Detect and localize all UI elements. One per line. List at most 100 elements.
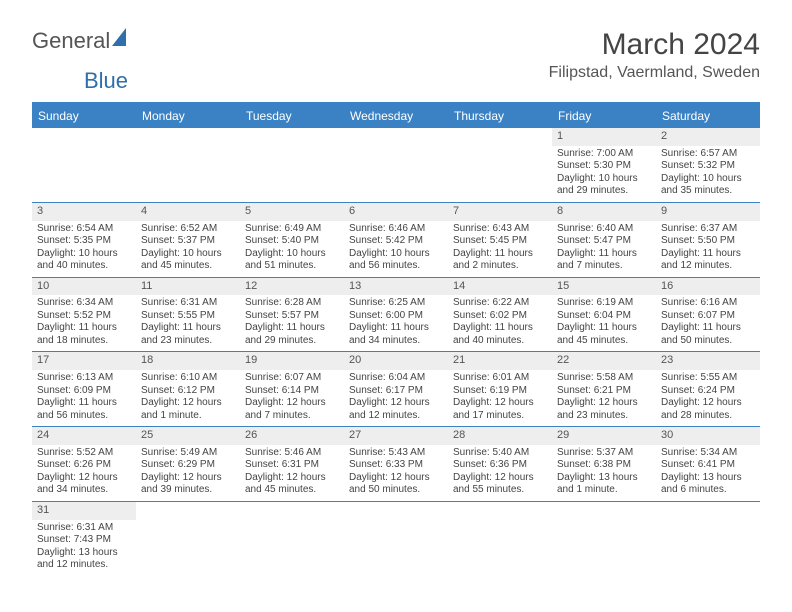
day-line: Sunrise: 6:01 AM <box>453 372 547 385</box>
day-line: Sunrise: 6:43 AM <box>453 223 547 236</box>
day-cell: 9Sunrise: 6:37 AMSunset: 5:50 PMDaylight… <box>656 203 760 277</box>
day-line: Daylight: 11 hours <box>453 322 547 335</box>
day-number: 4 <box>136 203 240 221</box>
day-body: Sunrise: 6:01 AMSunset: 6:19 PMDaylight:… <box>448 370 552 426</box>
day-cell: 14Sunrise: 6:22 AMSunset: 6:02 PMDayligh… <box>448 278 552 352</box>
day-line: Sunrise: 6:52 AM <box>141 223 235 236</box>
day-cell <box>552 502 656 576</box>
day-line: Daylight: 12 hours <box>141 397 235 410</box>
day-line: Daylight: 12 hours <box>245 397 339 410</box>
day-line: Daylight: 11 hours <box>661 248 755 261</box>
day-line: Daylight: 11 hours <box>245 322 339 335</box>
day-number: 27 <box>344 427 448 445</box>
day-line: Daylight: 10 hours <box>557 173 651 186</box>
day-line: and 56 minutes. <box>37 410 131 423</box>
week-row: 24Sunrise: 5:52 AMSunset: 6:26 PMDayligh… <box>32 427 760 502</box>
day-body: Sunrise: 6:31 AMSunset: 7:43 PMDaylight:… <box>32 520 136 576</box>
day-number: 25 <box>136 427 240 445</box>
day-line: Sunset: 5:42 PM <box>349 235 443 248</box>
day-line: Daylight: 12 hours <box>37 472 131 485</box>
day-line: Sunset: 5:37 PM <box>141 235 235 248</box>
day-cell: 7Sunrise: 6:43 AMSunset: 5:45 PMDaylight… <box>448 203 552 277</box>
day-body: Sunrise: 6:10 AMSunset: 6:12 PMDaylight:… <box>136 370 240 426</box>
day-body: Sunrise: 6:22 AMSunset: 6:02 PMDaylight:… <box>448 295 552 351</box>
day-line: and 29 minutes. <box>245 335 339 348</box>
day-cell: 4Sunrise: 6:52 AMSunset: 5:37 PMDaylight… <box>136 203 240 277</box>
day-cell: 28Sunrise: 5:40 AMSunset: 6:36 PMDayligh… <box>448 427 552 501</box>
day-line: Sunset: 6:09 PM <box>37 385 131 398</box>
day-number: 10 <box>32 278 136 296</box>
day-line: Sunrise: 6:31 AM <box>37 522 131 535</box>
day-line: Sunset: 5:55 PM <box>141 310 235 323</box>
day-number: 18 <box>136 352 240 370</box>
day-body: Sunrise: 6:16 AMSunset: 6:07 PMDaylight:… <box>656 295 760 351</box>
day-line: Sunset: 6:24 PM <box>661 385 755 398</box>
day-line: Daylight: 10 hours <box>349 248 443 261</box>
day-line: Sunrise: 5:37 AM <box>557 447 651 460</box>
dow-sun: Sunday <box>32 104 136 128</box>
day-line: Sunset: 5:45 PM <box>453 235 547 248</box>
day-line: Daylight: 12 hours <box>349 397 443 410</box>
day-line: Sunset: 6:07 PM <box>661 310 755 323</box>
day-number <box>240 502 344 520</box>
day-body: Sunrise: 5:46 AMSunset: 6:31 PMDaylight:… <box>240 445 344 501</box>
day-line: and 40 minutes. <box>453 335 547 348</box>
week-row: 1Sunrise: 7:00 AMSunset: 5:30 PMDaylight… <box>32 128 760 203</box>
day-body: Sunrise: 5:40 AMSunset: 6:36 PMDaylight:… <box>448 445 552 501</box>
day-line: Sunset: 7:43 PM <box>37 534 131 547</box>
day-line: and 23 minutes. <box>557 410 651 423</box>
day-number: 28 <box>448 427 552 445</box>
day-line: Sunset: 6:19 PM <box>453 385 547 398</box>
week-row: 31Sunrise: 6:31 AMSunset: 7:43 PMDayligh… <box>32 502 760 576</box>
day-line: Sunrise: 6:22 AM <box>453 297 547 310</box>
day-body: Sunrise: 6:04 AMSunset: 6:17 PMDaylight:… <box>344 370 448 426</box>
day-line: and 29 minutes. <box>557 185 651 198</box>
logo: General <box>32 28 126 54</box>
day-body: Sunrise: 6:13 AMSunset: 6:09 PMDaylight:… <box>32 370 136 426</box>
day-body: Sunrise: 6:52 AMSunset: 5:37 PMDaylight:… <box>136 221 240 277</box>
day-line: Daylight: 10 hours <box>141 248 235 261</box>
day-number: 7 <box>448 203 552 221</box>
day-line: and 39 minutes. <box>141 484 235 497</box>
day-body: Sunrise: 5:55 AMSunset: 6:24 PMDaylight:… <box>656 370 760 426</box>
day-cell <box>32 128 136 202</box>
day-line: Sunrise: 6:57 AM <box>661 148 755 161</box>
day-number <box>448 128 552 146</box>
day-body: Sunrise: 6:49 AMSunset: 5:40 PMDaylight:… <box>240 221 344 277</box>
day-body: Sunrise: 6:28 AMSunset: 5:57 PMDaylight:… <box>240 295 344 351</box>
day-body: Sunrise: 6:31 AMSunset: 5:55 PMDaylight:… <box>136 295 240 351</box>
day-line: Sunrise: 5:46 AM <box>245 447 339 460</box>
day-line: Sunrise: 6:04 AM <box>349 372 443 385</box>
day-line: and 12 minutes. <box>37 559 131 572</box>
day-number: 15 <box>552 278 656 296</box>
day-number: 16 <box>656 278 760 296</box>
day-line: and 45 minutes. <box>557 335 651 348</box>
day-number: 23 <box>656 352 760 370</box>
day-cell: 6Sunrise: 6:46 AMSunset: 5:42 PMDaylight… <box>344 203 448 277</box>
day-cell: 30Sunrise: 5:34 AMSunset: 6:41 PMDayligh… <box>656 427 760 501</box>
day-number <box>136 128 240 146</box>
day-cell <box>448 502 552 576</box>
day-cell: 8Sunrise: 6:40 AMSunset: 5:47 PMDaylight… <box>552 203 656 277</box>
day-cell <box>344 128 448 202</box>
day-line: Sunrise: 6:31 AM <box>141 297 235 310</box>
calendar: Sunday Monday Tuesday Wednesday Thursday… <box>32 102 760 576</box>
day-line: Sunset: 5:35 PM <box>37 235 131 248</box>
day-line: Sunrise: 7:00 AM <box>557 148 651 161</box>
day-cell: 3Sunrise: 6:54 AMSunset: 5:35 PMDaylight… <box>32 203 136 277</box>
day-number <box>344 502 448 520</box>
day-line: Daylight: 13 hours <box>661 472 755 485</box>
day-line: and 1 minute. <box>557 484 651 497</box>
day-body: Sunrise: 5:49 AMSunset: 6:29 PMDaylight:… <box>136 445 240 501</box>
day-line: Daylight: 12 hours <box>453 472 547 485</box>
day-line: Daylight: 12 hours <box>661 397 755 410</box>
day-line: Sunset: 5:47 PM <box>557 235 651 248</box>
day-line: Sunset: 5:57 PM <box>245 310 339 323</box>
day-line: and 18 minutes. <box>37 335 131 348</box>
day-cell: 26Sunrise: 5:46 AMSunset: 6:31 PMDayligh… <box>240 427 344 501</box>
day-line: and 6 minutes. <box>661 484 755 497</box>
day-number: 22 <box>552 352 656 370</box>
day-body: Sunrise: 5:52 AMSunset: 6:26 PMDaylight:… <box>32 445 136 501</box>
day-number: 20 <box>344 352 448 370</box>
day-cell: 13Sunrise: 6:25 AMSunset: 6:00 PMDayligh… <box>344 278 448 352</box>
